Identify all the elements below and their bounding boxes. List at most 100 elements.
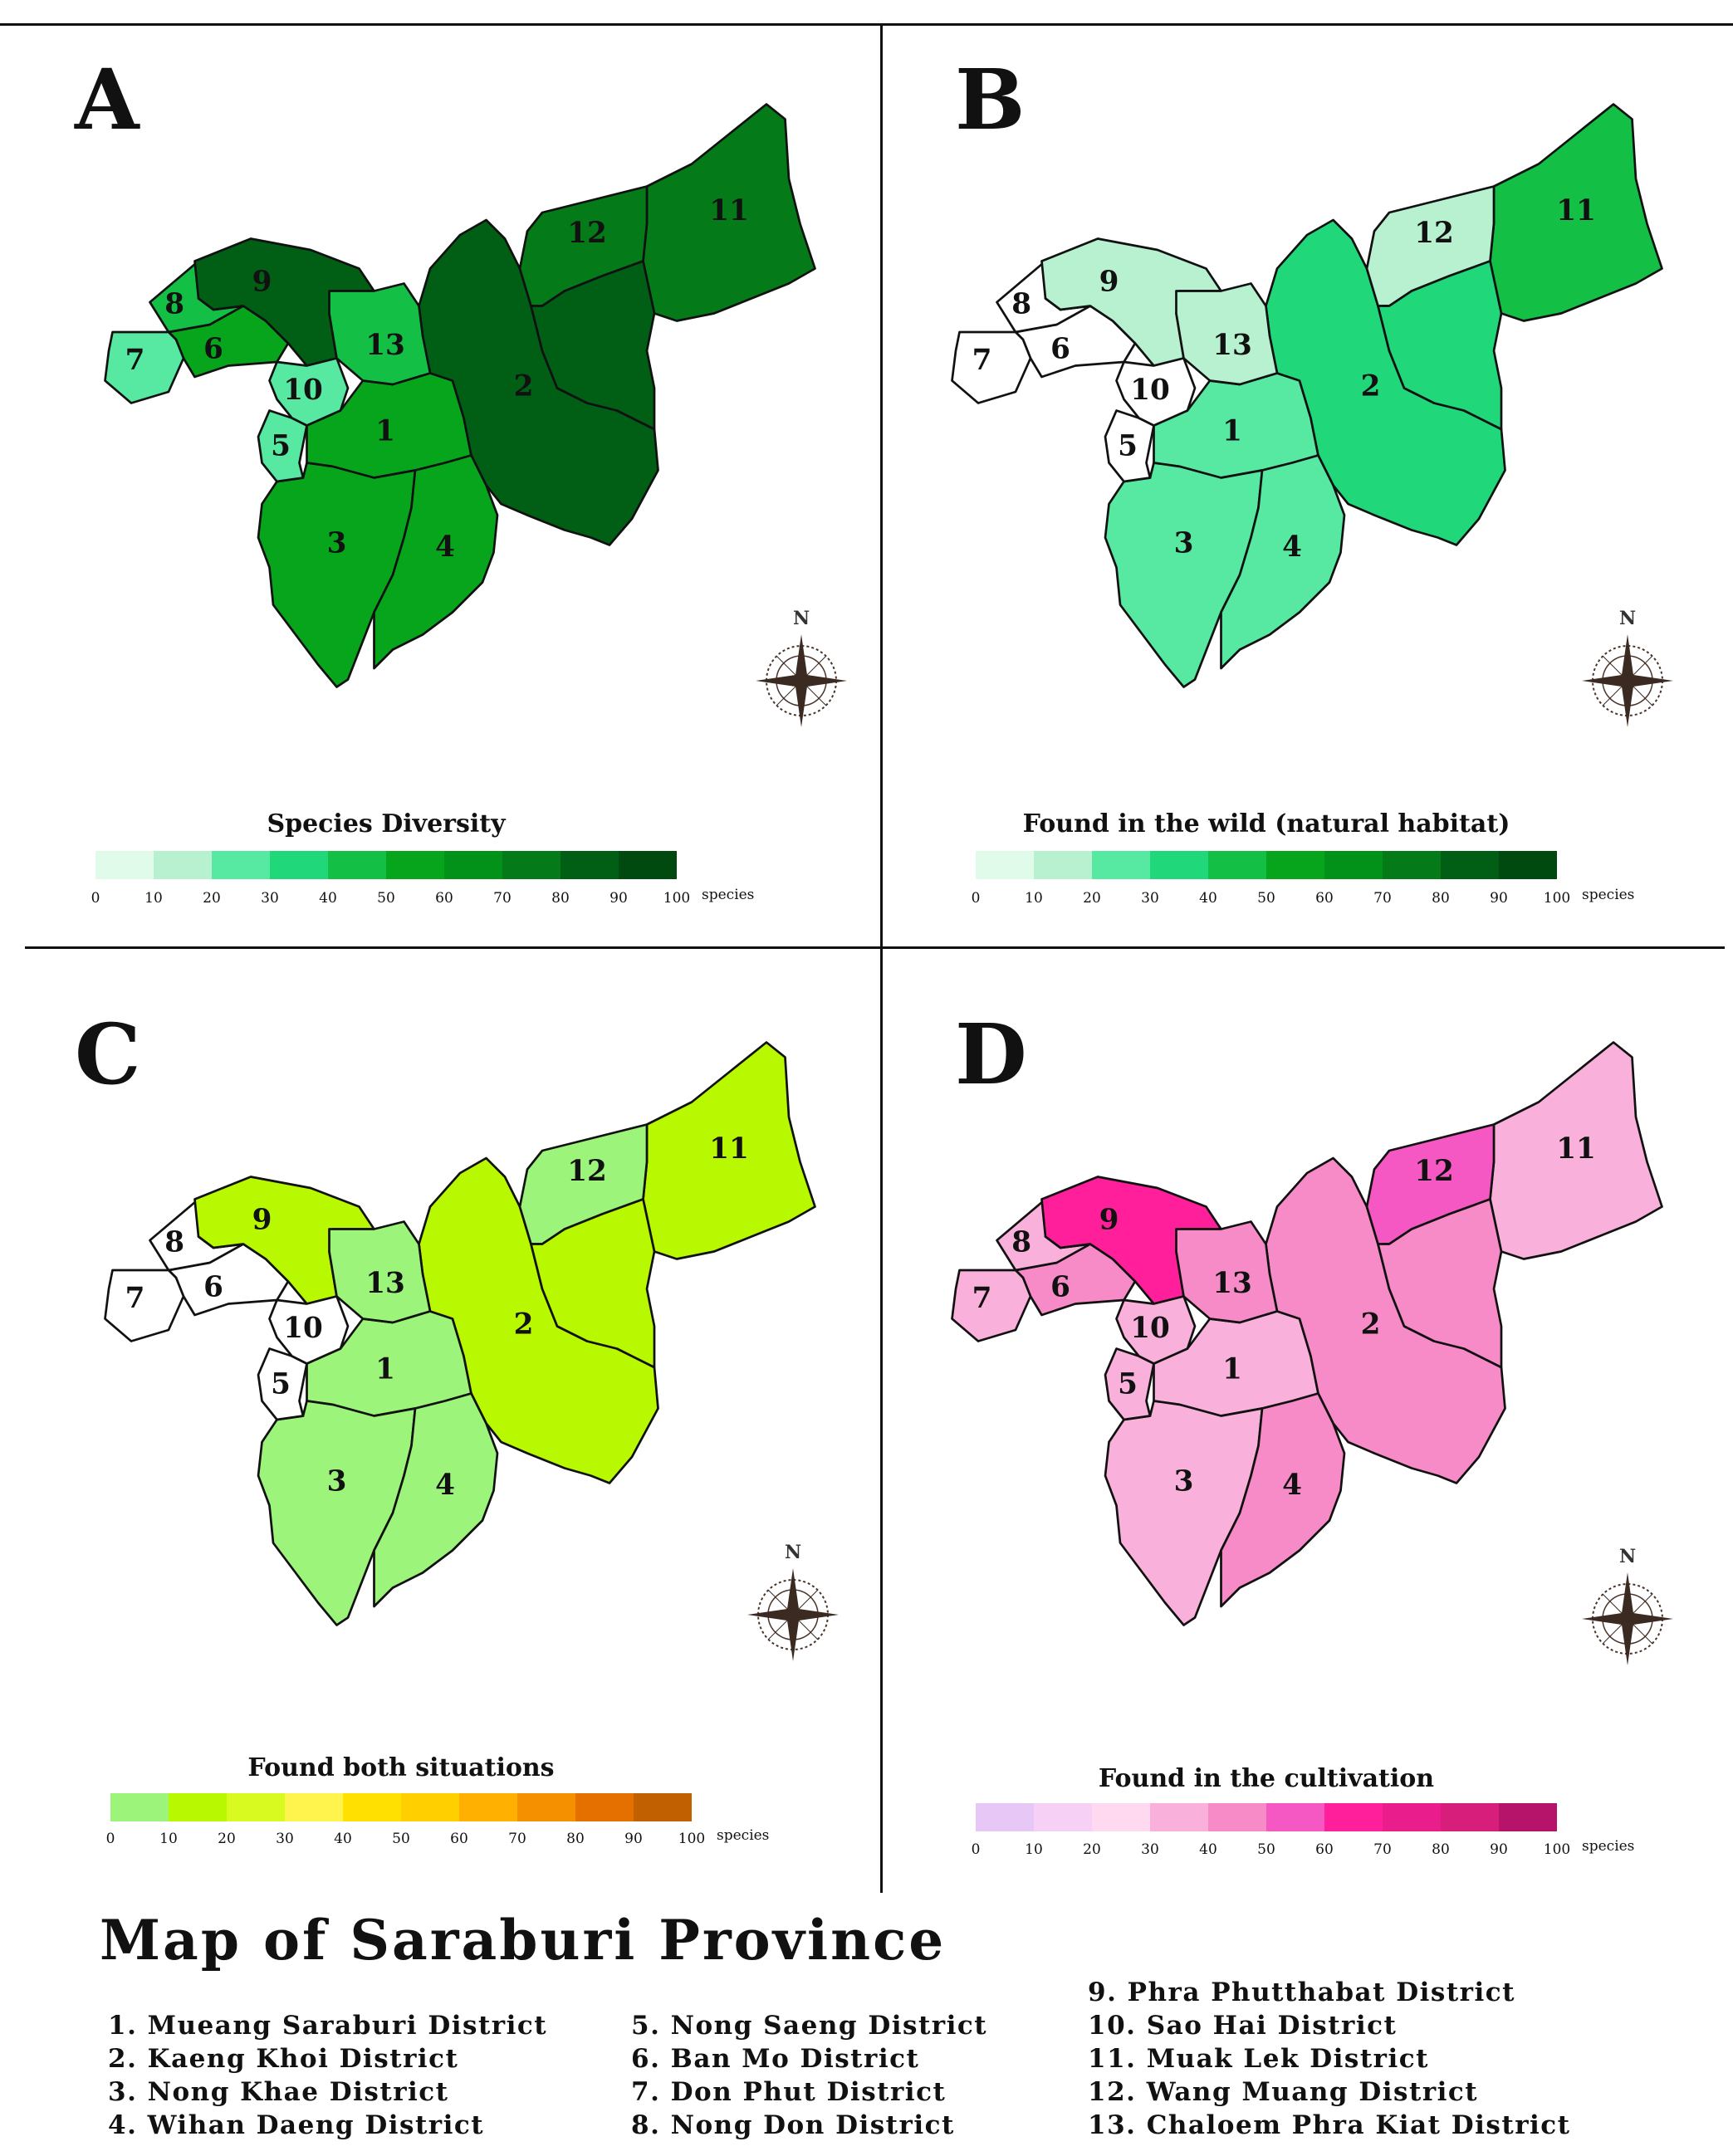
district-list-item: 9. Phra Phutthabat District [1088, 1978, 1515, 2007]
district-3-label: 3 [327, 1465, 347, 1498]
district-2-label: 2 [514, 1308, 534, 1342]
legend-swatch [1324, 851, 1383, 879]
legend-title: Species Diversity [267, 809, 506, 838]
compass-n-label: N [793, 608, 810, 629]
district-2-label: 2 [514, 370, 534, 403]
district-3-label: 3 [1174, 527, 1194, 560]
legend-swatch [561, 851, 619, 879]
legend-tick-label: 0 [105, 1831, 115, 1847]
district-4-label: 4 [435, 530, 455, 564]
district-2-region [530, 1198, 656, 1369]
legend-tick-label: 90 [1490, 1841, 1508, 1858]
legend-swatch [401, 1793, 459, 1821]
legend-unit: species [1582, 887, 1635, 903]
legend-swatch [1324, 1803, 1383, 1831]
district-7-label: 7 [125, 1282, 145, 1315]
legend-unit: species [717, 1827, 770, 1844]
district-8-label: 8 [1011, 288, 1031, 321]
legend-swatch [285, 1793, 343, 1821]
district-5-label: 5 [271, 1368, 291, 1401]
district-9-label: 9 [1099, 266, 1119, 299]
legend-ticks: 0 10 20 30 40 50 60 70 80 90 100 [91, 890, 691, 910]
legend-swatch [1383, 851, 1441, 879]
district-13-region [1175, 282, 1279, 386]
district-list-item: 6. Ban Mo District [631, 2044, 920, 2074]
vertical-divider [880, 25, 883, 1893]
district-5-label: 5 [1118, 430, 1138, 463]
legend-tick-label: 40 [319, 890, 337, 907]
district-list-item: 11. Muak Lek District [1088, 2044, 1429, 2074]
legend-swatch [227, 1793, 285, 1821]
district-4-region [373, 1392, 499, 1608]
district-9-label: 9 [252, 266, 272, 299]
legend-tick-label: 50 [1257, 1841, 1275, 1858]
legend-swatch [154, 851, 212, 879]
legend-tick-label: 30 [1141, 890, 1159, 907]
panel-letter: A [75, 51, 140, 149]
legend-swatch [1208, 1803, 1266, 1831]
legend-title: Found in the cultivation [1098, 1764, 1435, 1793]
district-11-label: 11 [1556, 194, 1596, 227]
legend-ticks: 0 10 20 30 40 50 60 70 80 90 100 [972, 1841, 1571, 1861]
district-2-region [1377, 260, 1503, 431]
legend-swatch [1499, 851, 1557, 879]
district-3-label: 3 [1174, 1465, 1194, 1498]
district-10-region [268, 1295, 350, 1365]
legend-tick-label: 50 [392, 1831, 410, 1847]
legend-tick-label: 90 [624, 1831, 643, 1847]
legend-tick-label: 10 [1025, 1841, 1043, 1858]
district-list-col1: 1. Mueang Saraburi District 2. Kaeng Kho… [108, 2009, 547, 2142]
legend-tick-label: 40 [1199, 1841, 1217, 1858]
legend-tick-label: 100 [678, 1831, 706, 1847]
legend-swatch [502, 851, 561, 879]
legend-tick-label: 10 [144, 890, 163, 907]
legend-tick-label: 10 [1025, 890, 1043, 907]
district-8-label: 8 [164, 1226, 184, 1259]
legend-tick-label: 0 [91, 890, 100, 907]
district-list-col2: 5. Nong Saeng District 6. Ban Mo Distric… [631, 2009, 987, 2142]
district-list-item: 10. Sao Hai District [1088, 2011, 1398, 2041]
legend-tick-label: 20 [1083, 890, 1101, 907]
legend-tick-label: 30 [276, 1831, 294, 1847]
district-12-label: 12 [567, 217, 607, 250]
panel-letter: B [955, 51, 1026, 149]
legend-swatch [1092, 851, 1150, 879]
district-6-label: 6 [203, 333, 223, 366]
district-10-region [1115, 1295, 1197, 1365]
district-13-region [1175, 1220, 1279, 1324]
compass-n-label: N [1619, 1546, 1636, 1567]
legend-ticks: 0 10 20 30 40 50 60 70 80 90 100 [106, 1831, 706, 1850]
district-list-col3: 9. Phra Phutthabat District 10. Sao Hai … [1088, 1976, 1571, 2142]
district-7-region [951, 330, 1032, 404]
legend-tick-label: 80 [1432, 890, 1450, 907]
legend-swatch [634, 1793, 692, 1821]
legend-swatch [1034, 1803, 1092, 1831]
district-10-region [1115, 357, 1197, 427]
legend-swatch [1150, 851, 1208, 879]
legend-swatch [328, 851, 386, 879]
district-6-label: 6 [203, 1271, 223, 1304]
district-8-label: 8 [164, 288, 184, 321]
district-7-region [104, 1269, 185, 1342]
legend-tick-label: 50 [1257, 890, 1275, 907]
legend-swatch [1208, 851, 1266, 879]
district-9-label: 9 [252, 1204, 272, 1237]
panel-letter: C [75, 1005, 141, 1103]
legend-tick-label: 40 [334, 1831, 352, 1847]
legend-tick-label: 60 [1315, 890, 1334, 907]
legend-swatch [212, 851, 270, 879]
legend-tick-label: 70 [1373, 890, 1392, 907]
district-list-item: 1. Mueang Saraburi District [108, 2011, 548, 2041]
district-5-label: 5 [1118, 1368, 1138, 1401]
legend-swatch [976, 851, 1034, 879]
district-13-region [328, 282, 432, 386]
legend-tick-label: 70 [508, 1831, 526, 1847]
legend-tick-label: 70 [493, 890, 512, 907]
legend-swatch [1499, 1803, 1557, 1831]
district-3-label: 3 [327, 527, 347, 560]
district-4-label: 4 [435, 1469, 455, 1502]
legend-tick-label: 90 [1490, 890, 1508, 907]
district-8-label: 8 [1011, 1226, 1031, 1259]
